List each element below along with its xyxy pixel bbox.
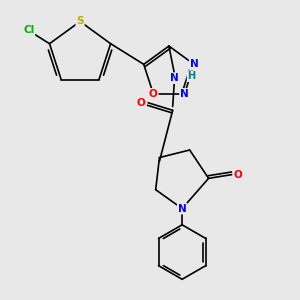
Text: N: N [170,73,179,83]
Text: N: N [178,204,187,214]
Text: Cl: Cl [23,26,34,35]
Text: O: O [149,89,158,99]
Text: O: O [137,98,146,108]
Text: H: H [188,71,196,81]
Text: O: O [233,169,242,180]
Text: N: N [190,59,198,69]
Text: N: N [180,89,189,99]
Text: S: S [76,16,84,26]
